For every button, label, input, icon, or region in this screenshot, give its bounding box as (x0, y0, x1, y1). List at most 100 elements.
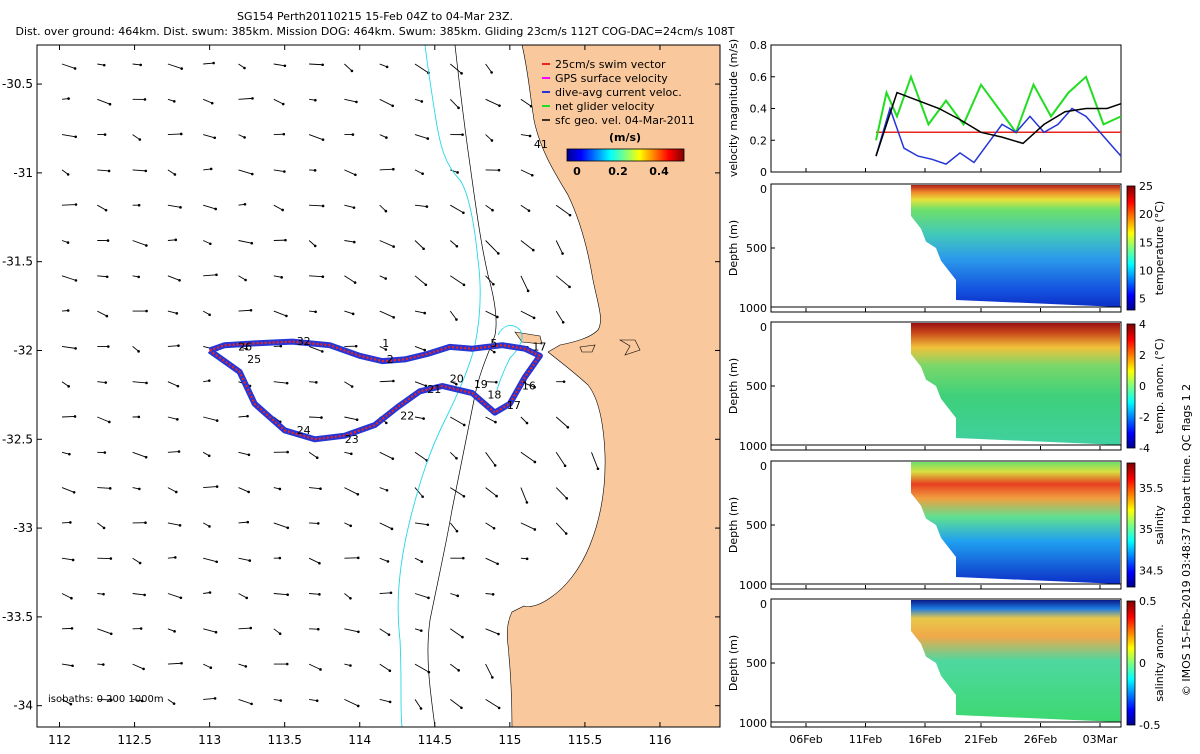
current-arrow-head (389, 701, 392, 704)
current-arrow (309, 523, 318, 524)
vel-ytick-label-0: 0 (760, 166, 767, 179)
current-arrow-head (322, 138, 325, 141)
temperature_anomaly-ytick-label-1: 500 (746, 380, 767, 393)
current-arrow-head (421, 172, 424, 175)
current-arrow-head (462, 557, 465, 560)
current-arrow-head (561, 252, 564, 255)
map-ytick-label-7: -34 (13, 699, 33, 713)
salinity_anomaly-cbar-tick-2: -0.5 (1139, 719, 1160, 732)
current-arrow-head (528, 209, 531, 212)
legend-dive: dive-avg current veloc. (555, 86, 682, 99)
current-arrow-head (286, 382, 289, 385)
salinity_anomaly-colorbar (1127, 601, 1135, 725)
current-arrow-head (422, 247, 425, 250)
current-arrow-head (457, 107, 460, 110)
current-arrow-head (322, 275, 325, 278)
current-arrow-head (72, 559, 75, 562)
current-arrow-head (281, 209, 284, 212)
current-arrow-head (491, 676, 494, 679)
current-arrow-head (349, 664, 352, 667)
current-arrow-head (102, 593, 105, 596)
map-xtick-label-2: 113 (198, 733, 221, 747)
map-ytick-label-0: -30.5 (2, 77, 33, 91)
salinity_anomaly-ytick-label-2: 1000 (739, 717, 767, 730)
current-arrow-head (180, 596, 183, 599)
track-label-10: 22 (400, 410, 414, 423)
current-arrow-head (284, 239, 287, 242)
current-arrow-head (250, 703, 253, 706)
current-arrow-head (322, 205, 325, 208)
current-arrow-head (496, 562, 499, 565)
current-arrow-head (567, 426, 570, 429)
current-arrow-head (490, 71, 493, 74)
current-arrow-head (137, 276, 140, 279)
map-ytick-label-2: -31.5 (2, 255, 33, 269)
current-arrow-head (387, 560, 390, 563)
map-xtick-label-8: 116 (649, 733, 672, 747)
title-line-1: SG154 Perth20110215 15-Feb 04Z to 04-Mar… (237, 10, 513, 23)
colorbar-tick-1: 0.2 (608, 165, 628, 178)
current-arrow-head (564, 464, 567, 467)
current-arrow-head (314, 245, 317, 248)
current-arrow-head (75, 203, 78, 206)
current-arrow-head (526, 558, 529, 561)
current-arrow-head (532, 249, 535, 252)
current-arrow-head (174, 239, 177, 242)
track-label-0: 1 (382, 337, 389, 350)
salinity_anomaly-cbar-label: salinity anom. (1153, 624, 1166, 702)
current-arrow-head (210, 168, 213, 171)
current-arrow-head (357, 705, 360, 708)
track-label-9: 21 (427, 383, 441, 396)
current-arrow-head (137, 350, 140, 353)
current-arrow-head (385, 422, 388, 425)
current-arrow-head (75, 279, 78, 282)
current-arrow-head (462, 211, 465, 214)
temperature-cbar-tick-3: 10 (1139, 265, 1153, 278)
current-arrow-head (425, 283, 428, 286)
current-arrow-head (357, 493, 360, 496)
current-arrow-head (279, 699, 282, 702)
track-label-2: 5 (490, 337, 497, 350)
current-arrow-head (352, 133, 355, 136)
track-label-3: 17 (532, 340, 546, 353)
track-label-14: 26 (238, 340, 252, 353)
current-arrow-head (353, 206, 356, 209)
current-arrow-head (565, 532, 568, 535)
current-arrow-head (103, 64, 106, 67)
current-arrow-head (527, 290, 530, 293)
salinity-ytick-label-0: 0 (760, 460, 767, 473)
current-arrow-head (145, 382, 148, 385)
salinity_anomaly-ylabel: Depth (m) (727, 635, 740, 691)
current-arrow-head (314, 310, 317, 313)
current-arrow-head (355, 101, 358, 104)
current-arrow-head (391, 105, 394, 108)
current-arrow-head (321, 350, 324, 353)
current-arrow-head (565, 497, 568, 500)
time-xtick-label-4: 26Feb (1024, 733, 1057, 746)
current-arrow-head (282, 103, 285, 106)
current-arrow-head (354, 174, 357, 177)
current-arrow-head (175, 312, 178, 315)
current-arrow-head (174, 556, 177, 559)
legend-swim: 25cm/s swim vector (555, 58, 666, 71)
temperature-ytick-label-0: 0 (760, 183, 767, 196)
colorbar-title: (m/s) (609, 131, 641, 144)
colorbar-tick-2: 0.4 (649, 165, 669, 178)
colorbar-tick-0: 0 (573, 165, 581, 178)
current-arrow-head (531, 174, 534, 177)
current-arrow-head (245, 597, 248, 600)
current-arrow-head (104, 451, 107, 454)
current-arrow-head (498, 104, 501, 107)
time-xtick-label-1: 11Feb (849, 733, 882, 746)
current-arrow-head (534, 528, 537, 531)
salinity_anomaly-cbar-tick-1: 0 (1139, 657, 1146, 670)
current-arrow-head (597, 467, 600, 470)
current-arrow-head (102, 663, 105, 666)
current-arrow-head (109, 487, 112, 490)
current-arrow-head (456, 245, 459, 248)
temperature-cbar-tick-4: 5 (1139, 293, 1146, 306)
current-arrow-head (463, 284, 466, 287)
current-arrow-head (563, 380, 566, 383)
current-arrow-head (463, 424, 466, 427)
